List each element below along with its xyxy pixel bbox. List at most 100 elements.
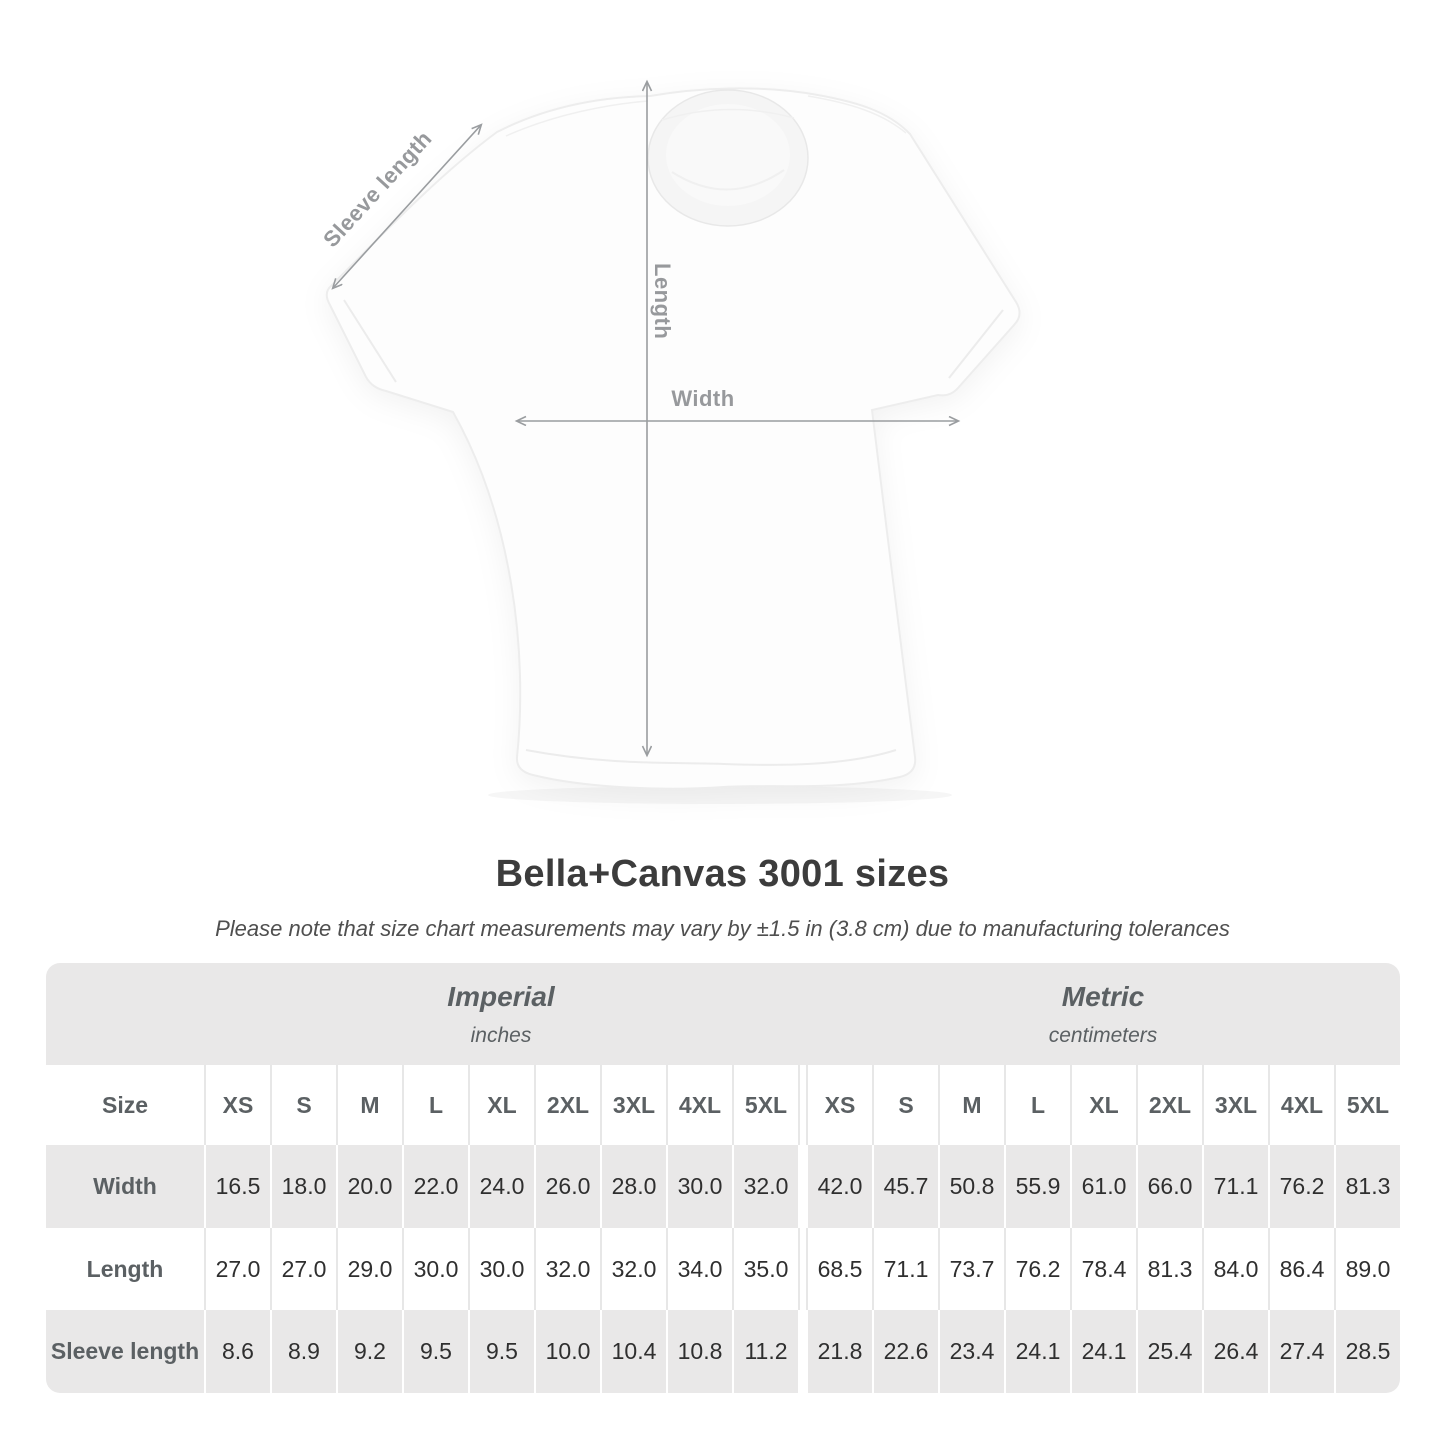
row-label: Length (46, 1228, 204, 1310)
imperial-unit: inches (470, 1023, 532, 1047)
imperial-section-header: Imperial inches (204, 963, 798, 1065)
value-cell: 25.4 (1136, 1310, 1202, 1393)
value-cell: 28.0 (600, 1145, 666, 1228)
tshirt-measurement-diagram: Sleeve length Length Width (318, 0, 1021, 804)
section-gap (798, 1310, 806, 1393)
length-label: Length (650, 263, 675, 339)
imperial-title: Imperial (447, 980, 555, 1012)
value-cell: 29.0 (336, 1228, 402, 1310)
value-cell: 42.0 (806, 1145, 872, 1228)
size-header-cell: XL (1070, 1065, 1136, 1145)
row-label: Width (46, 1145, 204, 1228)
collar-opening (666, 104, 790, 206)
table-header-band (46, 963, 1400, 1065)
value-cell: 32.0 (534, 1228, 600, 1310)
value-cell: 10.0 (534, 1310, 600, 1393)
size-header-cell: XS (204, 1065, 270, 1145)
value-cell: 27.0 (204, 1228, 270, 1310)
value-cell: 35.0 (732, 1228, 798, 1310)
size-header-cell: 3XL (600, 1065, 666, 1145)
metric-title: Metric (1061, 980, 1145, 1012)
size-header-cell: XL (468, 1065, 534, 1145)
value-cell: 21.8 (806, 1310, 872, 1393)
value-cell: 34.0 (666, 1228, 732, 1310)
value-cell: 18.0 (270, 1145, 336, 1228)
value-cell: 66.0 (1136, 1145, 1202, 1228)
size-header-cell: L (402, 1065, 468, 1145)
value-cell: 73.7 (938, 1228, 1004, 1310)
value-cell: 24.1 (1004, 1310, 1070, 1393)
size-header-cell: S (270, 1065, 336, 1145)
value-cell: 10.4 (600, 1310, 666, 1393)
value-cell: 23.4 (938, 1310, 1004, 1393)
value-cell: 32.0 (600, 1228, 666, 1310)
size-header-cell: 2XL (534, 1065, 600, 1145)
left-cuff-seam (343, 299, 397, 383)
size-header-cell: XS (806, 1065, 872, 1145)
section-gap (798, 1145, 806, 1228)
right-shoulder-seam (807, 95, 907, 134)
size-chart-table: Imperial inches Metric centimeters Size X… (46, 963, 1400, 1393)
value-cell: 68.5 (806, 1228, 872, 1310)
value-cell: 28.5 (1334, 1310, 1400, 1393)
value-cell: 78.4 (1070, 1228, 1136, 1310)
section-gap (798, 1228, 806, 1310)
metric-section-header: Metric centimeters (806, 963, 1400, 1065)
value-cell: 20.0 (336, 1145, 402, 1228)
size-header-cell: M (938, 1065, 1004, 1145)
collar-inner-shadow (671, 169, 785, 191)
value-cell: 16.5 (204, 1145, 270, 1228)
value-cell: 9.5 (468, 1310, 534, 1393)
size-header-cell: L (1004, 1065, 1070, 1145)
collar-back-seam (661, 108, 795, 121)
tshirt-shadow (488, 786, 952, 804)
value-cell: 86.4 (1268, 1228, 1334, 1310)
value-cell: 26.4 (1202, 1310, 1268, 1393)
value-cell: 9.2 (336, 1310, 402, 1393)
right-cuff-seam (948, 309, 1004, 379)
tshirt-image (325, 87, 1021, 790)
value-cell: 81.3 (1136, 1228, 1202, 1310)
value-cell: 11.2 (732, 1310, 798, 1393)
value-cell: 10.8 (666, 1310, 732, 1393)
value-cell: 61.0 (1070, 1145, 1136, 1228)
value-cell: 30.0 (666, 1145, 732, 1228)
width-label: Width (671, 386, 734, 411)
value-cell: 71.1 (872, 1228, 938, 1310)
value-cell: 81.3 (1334, 1145, 1400, 1228)
tolerance-note: Please note that size chart measurements… (215, 916, 1230, 941)
left-shoulder-seam (505, 100, 649, 137)
size-header-cell: 4XL (666, 1065, 732, 1145)
value-cell: 32.0 (732, 1145, 798, 1228)
value-cell: 84.0 (1202, 1228, 1268, 1310)
value-cell: 26.0 (534, 1145, 600, 1228)
value-cell: 24.0 (468, 1145, 534, 1228)
value-cell: 45.7 (872, 1145, 938, 1228)
row-label: Sleeve length (46, 1310, 204, 1393)
value-cell: 27.0 (270, 1228, 336, 1310)
value-cell: 8.9 (270, 1310, 336, 1393)
value-cell: 27.4 (1268, 1310, 1334, 1393)
size-header-cell: 5XL (1334, 1065, 1400, 1145)
size-header-cell: 3XL (1202, 1065, 1268, 1145)
metric-unit: centimeters (1048, 1023, 1158, 1047)
size-header-cell: 4XL (1268, 1065, 1334, 1145)
value-cell: 76.2 (1004, 1228, 1070, 1310)
page-title: Bella+Canvas 3001 sizes (495, 853, 950, 895)
value-cell: 71.1 (1202, 1145, 1268, 1228)
value-cell: 9.5 (402, 1310, 468, 1393)
value-cell: 24.1 (1070, 1310, 1136, 1393)
value-cell: 89.0 (1334, 1228, 1400, 1310)
row-label: Size (46, 1065, 204, 1145)
value-cell: 50.8 (938, 1145, 1004, 1228)
value-cell: 22.0 (402, 1145, 468, 1228)
value-cell: 30.0 (468, 1228, 534, 1310)
value-cell: 76.2 (1268, 1145, 1334, 1228)
size-header-cell: 2XL (1136, 1065, 1202, 1145)
section-gap (798, 1065, 806, 1145)
value-cell: 30.0 (402, 1228, 468, 1310)
sleeve-length-arrow (333, 125, 481, 288)
size-header-cell: 5XL (732, 1065, 798, 1145)
hem-seam (525, 749, 897, 766)
